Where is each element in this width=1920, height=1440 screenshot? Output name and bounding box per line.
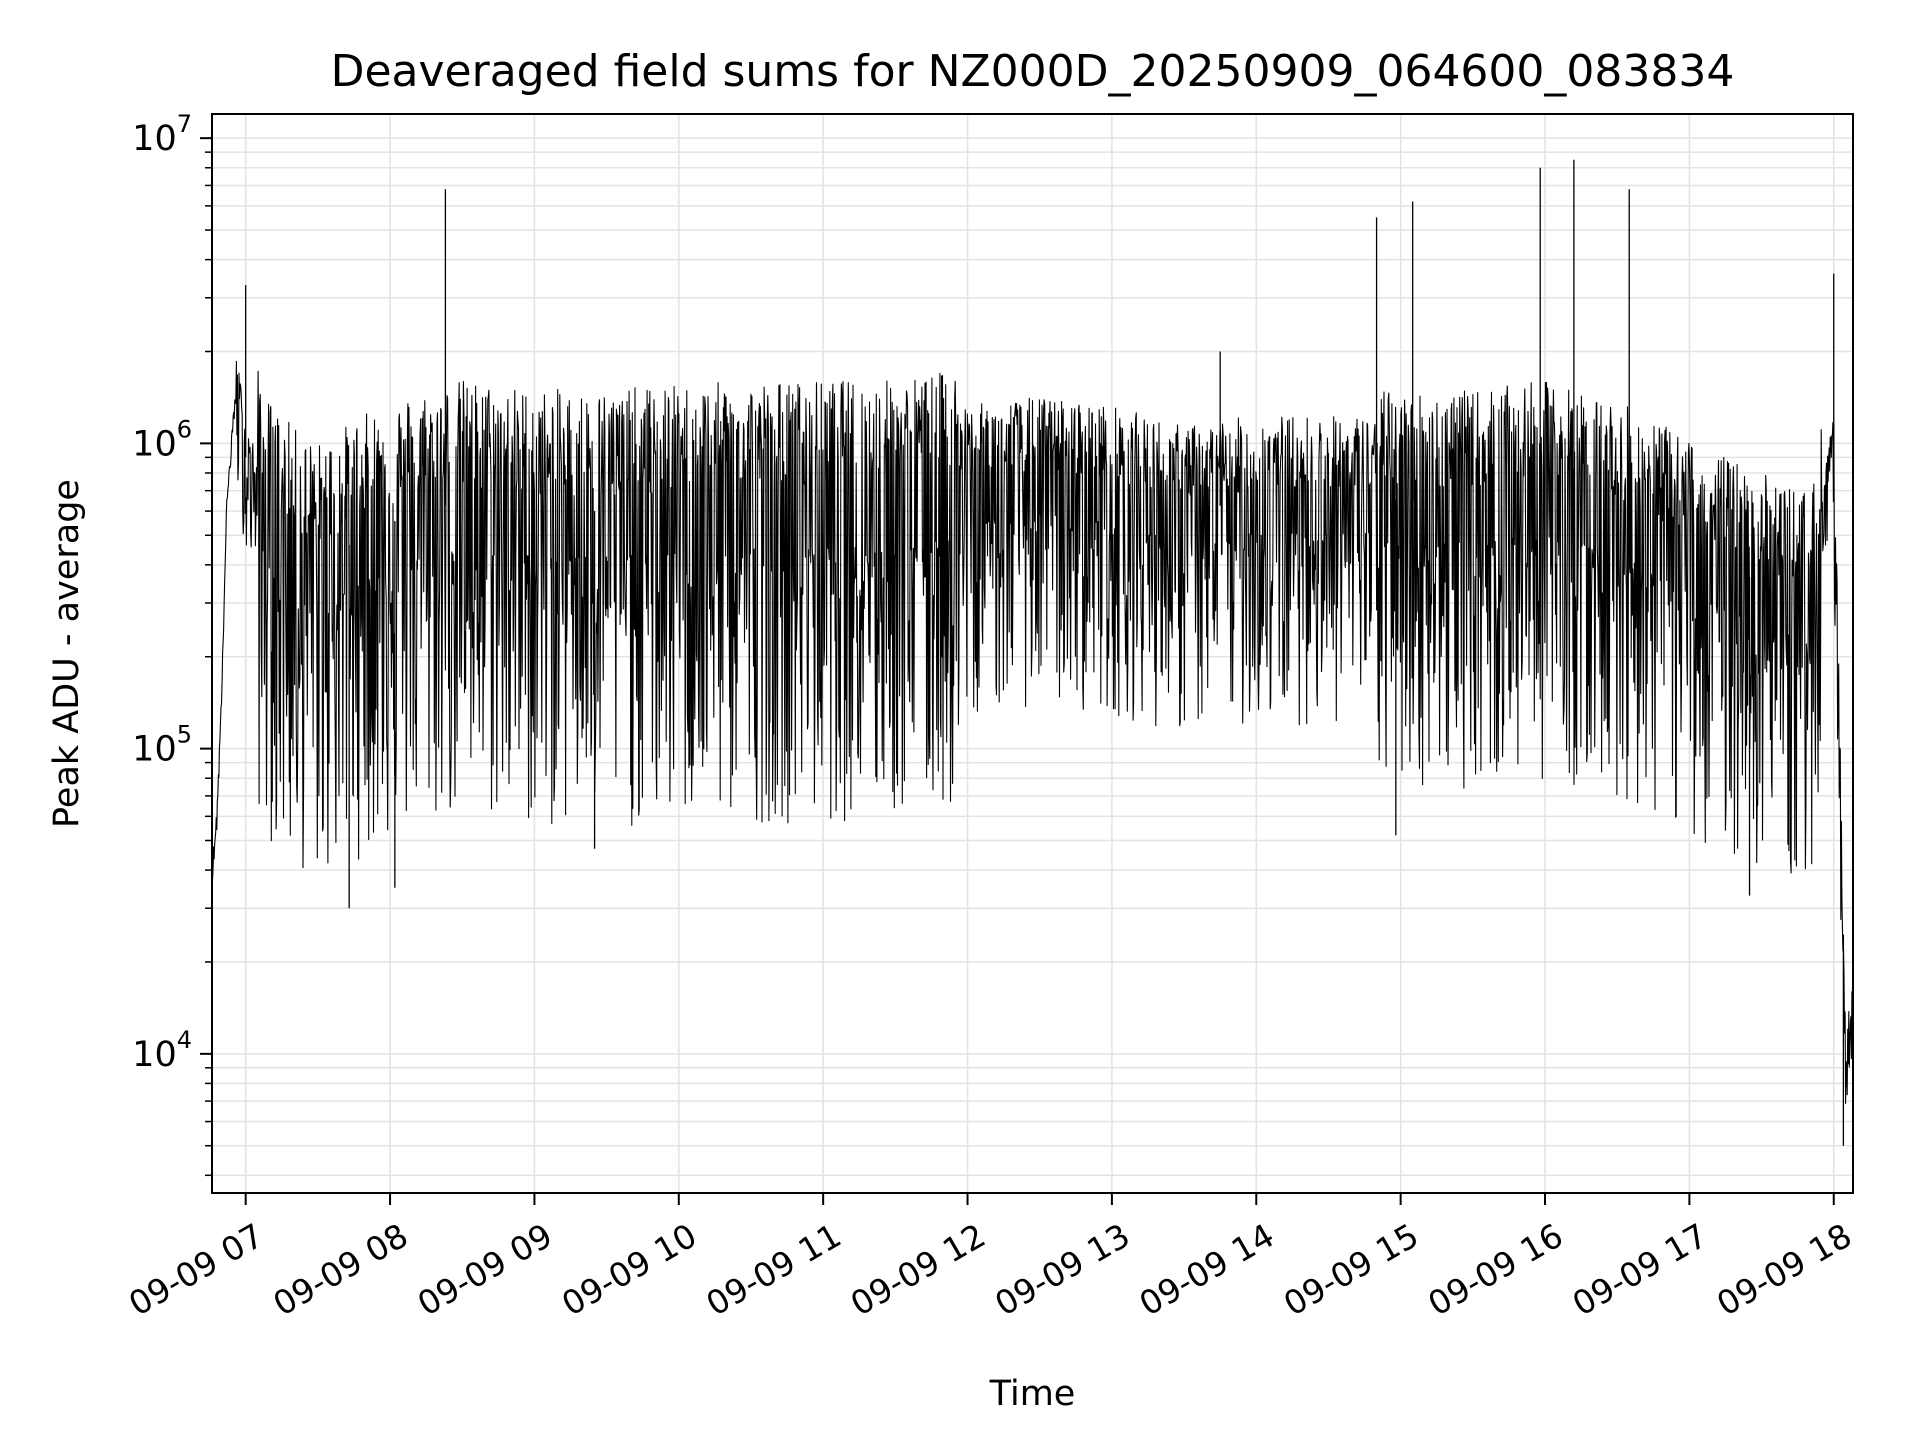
y-axis-ticks: 104 105 106 107: [132, 110, 212, 1177]
chart-title: Deaveraged field sums for NZ000D_2025090…: [331, 46, 1735, 97]
series-line: [211, 360, 1854, 1104]
y-axis-label: Peak ADU - average: [47, 479, 87, 828]
axes-frame: [211, 113, 1854, 1194]
y-tick-label: 104: [132, 1026, 192, 1075]
y-tick-label: 106: [132, 415, 192, 464]
plot-area: [211, 159, 1854, 1146]
x-axis-label: Time: [989, 1374, 1076, 1414]
y-tick-label: 107: [132, 110, 192, 159]
y-tick-label: 105: [132, 721, 192, 770]
